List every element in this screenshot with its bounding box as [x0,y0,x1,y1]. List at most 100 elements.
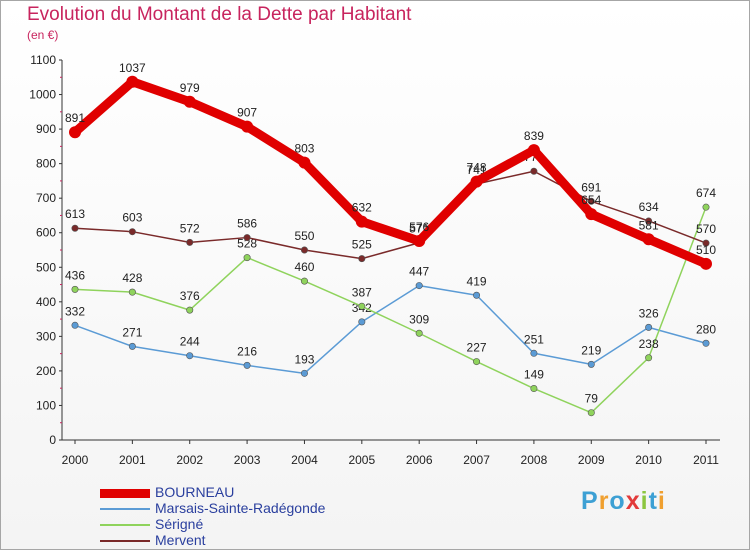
data-label: 907 [237,106,257,120]
data-point [128,342,136,350]
legend-swatch [100,540,150,542]
logo-letter: o [609,487,626,515]
data-point [530,349,538,357]
data-point [243,234,251,242]
data-label: 271 [122,325,142,339]
data-point [300,369,308,377]
data-point [241,120,254,133]
data-point [128,228,136,236]
legend-swatch [100,508,150,510]
y-tick-label: 1100 [30,53,56,67]
x-tick-label: 2001 [119,453,146,467]
data-point [702,203,710,211]
x-tick-label: 2002 [176,453,203,467]
data-label: 570 [696,222,716,236]
data-point [300,277,308,285]
data-point [587,360,595,368]
line-chart: 0 100 200 300 400 500 600 700 800 900 1000 1100 2000… [29,53,720,467]
legend-label: Sérigné [155,516,204,532]
y-tick-label: 600 [36,226,56,240]
logo-letter: i [640,487,649,515]
data-label: 193 [294,352,314,366]
data-point [128,288,136,296]
x-tick-label: 2011 [693,453,719,467]
data-point [470,175,483,188]
data-label: 803 [294,142,314,156]
data-label: 979 [180,81,200,95]
x-tick-label: 2008 [521,453,548,467]
data-label: 332 [65,304,85,318]
data-point [298,156,311,169]
y-tick-label: 100 [36,398,56,412]
y-tick-label: 1000 [29,88,56,102]
data-point [183,95,196,108]
data-label: 227 [467,341,487,355]
data-label: 436 [65,268,85,282]
data-point [300,246,308,254]
data-point [527,144,540,157]
data-label: 839 [524,129,544,143]
data-point [587,197,595,205]
y-tick-label: 500 [36,260,56,274]
data-point [71,321,79,329]
data-label: 654 [581,193,601,207]
data-point [587,409,595,417]
x-tick-label: 2004 [291,453,318,467]
proxiti-logo: Proxiti [581,487,666,516]
data-label: 238 [639,337,659,351]
data-point [126,75,139,88]
data-label: 376 [180,289,200,303]
data-label: 419 [467,274,487,288]
y-tick-label: 800 [36,157,56,171]
chart-title: Evolution du Montant de la Dette par Hab… [27,4,412,25]
x-tick-label: 2009 [578,453,605,467]
data-point [186,352,194,360]
data-label: 216 [237,344,257,358]
data-point [645,217,653,225]
data-point [71,285,79,293]
x-tick-label: 2010 [635,453,662,467]
data-point [530,167,538,175]
data-label: 280 [696,322,716,336]
y-tick-label: 900 [36,122,56,136]
data-point [358,318,366,326]
data-point [415,329,423,337]
data-point [702,339,710,347]
legend-swatch [100,524,150,526]
data-point [186,306,194,314]
data-point [530,385,538,393]
logo-letter: i [657,487,666,515]
data-label: 428 [122,271,142,285]
x-tick-label: 2007 [463,453,490,467]
series-line [74,170,707,260]
y-tick-label: 400 [36,295,56,309]
data-point [700,257,712,270]
x-tick-label: 2000 [62,453,89,467]
data-label: 691 [581,180,601,194]
chart-unit: (en €) [27,28,59,42]
legend-label: Marsais-Sainte-Radégonde [155,500,326,516]
data-label: 149 [524,368,544,382]
y-tick-label: 300 [36,329,56,343]
data-label: 251 [524,332,544,346]
data-point [413,235,426,248]
legend-label: BOURNEAU [155,484,235,500]
data-label: 603 [122,211,142,225]
legend-swatch [100,488,150,498]
data-label: 1037 [119,61,146,75]
data-label: 460 [294,260,314,274]
data-point [645,323,653,331]
data-label: 79 [585,392,599,406]
data-point [243,361,251,369]
logo-letter: x [625,487,641,515]
data-point [358,255,366,263]
data-point [642,233,655,246]
data-label: 586 [237,217,257,231]
data-label: 326 [639,306,659,320]
data-label: 219 [581,343,601,357]
data-point [243,254,251,262]
series-line [70,77,711,269]
data-point [415,282,423,290]
data-label: 581 [639,218,659,232]
x-tick-label: 2005 [348,453,375,467]
